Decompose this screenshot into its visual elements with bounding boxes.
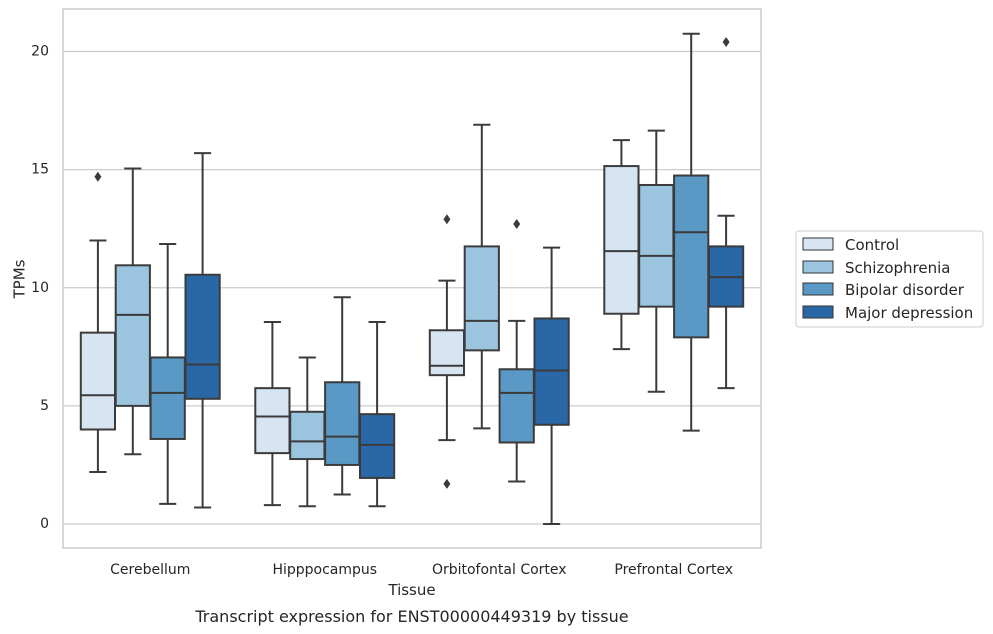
- x-tick-labels: Cerebellum Hipppocampus Orbitofontal Corte…: [110, 562, 733, 578]
- box-plot-item: [707, 37, 745, 390]
- box-plot-item: [358, 321, 396, 508]
- y-tick-label: 20: [31, 44, 49, 60]
- box-plot-item: [638, 129, 675, 393]
- box-plot-item: [463, 123, 500, 430]
- box: [498, 368, 535, 444]
- outlier-point: [94, 171, 102, 182]
- box-plot-item: [498, 218, 535, 483]
- y-tick-label: 10: [31, 280, 49, 296]
- outlier-point: [443, 478, 451, 489]
- outlier-point: [722, 37, 730, 48]
- box-plot-item: [149, 243, 186, 505]
- box-plot-boxes: [79, 32, 745, 525]
- box: [184, 273, 221, 400]
- legend-swatch-major-depression: [802, 305, 834, 319]
- box: [638, 183, 675, 308]
- box: [673, 174, 710, 339]
- legend-label-bipolar-disorder: Bipolar disorder: [845, 281, 965, 299]
- legend: Control Schizophrenia Bipolar disorder M…: [795, 230, 984, 328]
- y-tick-labels: 0 5 10 15 20: [31, 44, 49, 533]
- box: [149, 356, 186, 440]
- plot-frame: [62, 8, 762, 549]
- x-tick-label: Prefrontal Cortex: [614, 562, 733, 578]
- box: [289, 410, 326, 461]
- box-plot-item: [79, 171, 117, 474]
- box-plot-item: [533, 246, 570, 525]
- box-plot-item: [673, 32, 710, 432]
- y-tick-label: 15: [31, 162, 49, 178]
- legend-label-major-depression: Major depression: [845, 304, 973, 322]
- legend-swatch-control: [802, 237, 834, 251]
- box: [533, 317, 570, 426]
- x-tick-label: Cerebellum: [110, 562, 190, 578]
- box: [254, 387, 291, 455]
- x-tick-label: Hipppocampus: [272, 562, 377, 578]
- box: [79, 331, 117, 431]
- box: [324, 381, 361, 466]
- y-axis-label: TPMs: [11, 259, 29, 299]
- chart-caption: Transcript expression for ENST0000044931…: [194, 607, 628, 626]
- box: [463, 245, 500, 352]
- box: [428, 329, 466, 377]
- legend-label-control: Control: [845, 236, 899, 254]
- box-plot-item: [324, 296, 361, 496]
- box: [114, 264, 151, 407]
- legend-swatch-schizophrenia: [802, 260, 834, 274]
- legend-label-schizophrenia: Schizophrenia: [845, 259, 950, 277]
- box: [603, 165, 640, 315]
- x-tick-label: Orbitofontal Cortex: [432, 562, 567, 578]
- y-tick-label: 0: [40, 516, 49, 532]
- box-plot-item: [254, 321, 291, 507]
- box-plot-item: [114, 167, 151, 456]
- x-axis-label: Tissue: [387, 581, 435, 599]
- box-plot-item: [428, 214, 466, 489]
- box-plot-item: [289, 356, 326, 508]
- legend-frame: [795, 230, 984, 328]
- box-plot-item: [184, 152, 221, 509]
- outlier-point: [513, 218, 521, 229]
- box-plot-item: [603, 139, 640, 351]
- outlier-point: [443, 214, 451, 225]
- legend-swatch-bipolar-disorder: [802, 282, 834, 296]
- box: [358, 413, 396, 479]
- y-tick-label: 5: [40, 398, 49, 414]
